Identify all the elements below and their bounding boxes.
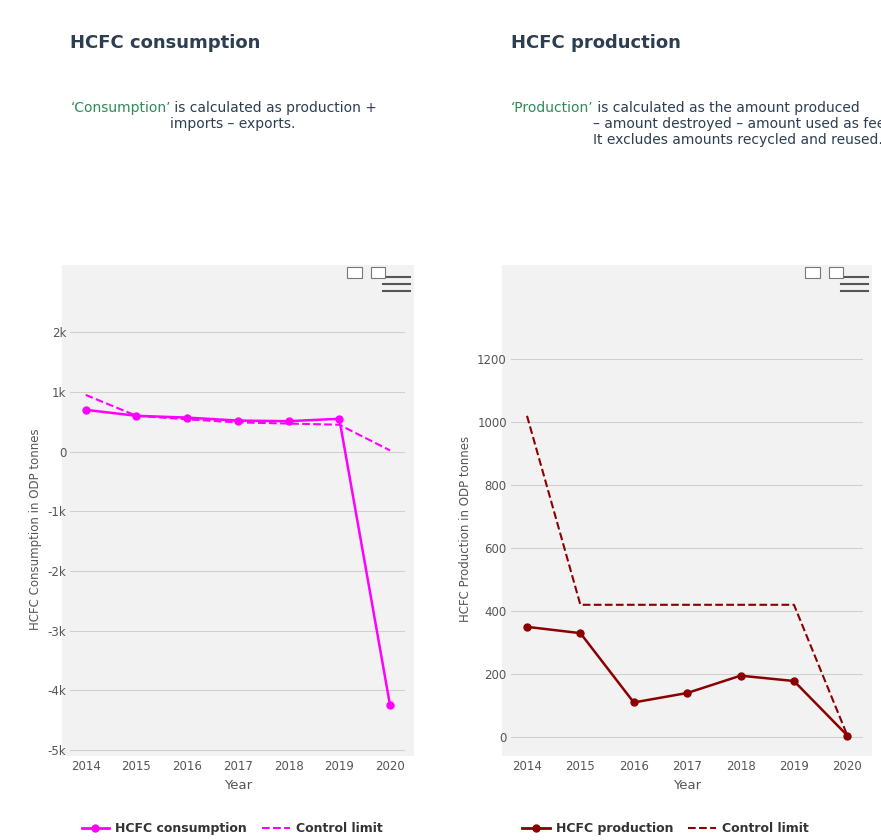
X-axis label: Year: Year [224,779,252,792]
Text: ‘Consumption’: ‘Consumption’ [70,101,171,115]
Text: ‘Production’: ‘Production’ [511,101,594,115]
Y-axis label: HCFC Production in ODP tonnes: HCFC Production in ODP tonnes [458,436,471,622]
X-axis label: Year: Year [673,779,701,792]
Text: is calculated as production +
imports – exports.: is calculated as production + imports – … [170,101,377,131]
Legend: HCFC production, Control limit: HCFC production, Control limit [517,817,814,840]
Text: HCFC consumption: HCFC consumption [70,34,261,51]
Y-axis label: HCFC Consumption in ODP tonnes: HCFC Consumption in ODP tonnes [29,428,42,630]
Text: HCFC production: HCFC production [511,34,681,51]
Text: is calculated as the amount produced
– amount destroyed – amount used as feedsto: is calculated as the amount produced – a… [593,101,881,147]
Legend: HCFC consumption, Control limit: HCFC consumption, Control limit [77,817,388,840]
